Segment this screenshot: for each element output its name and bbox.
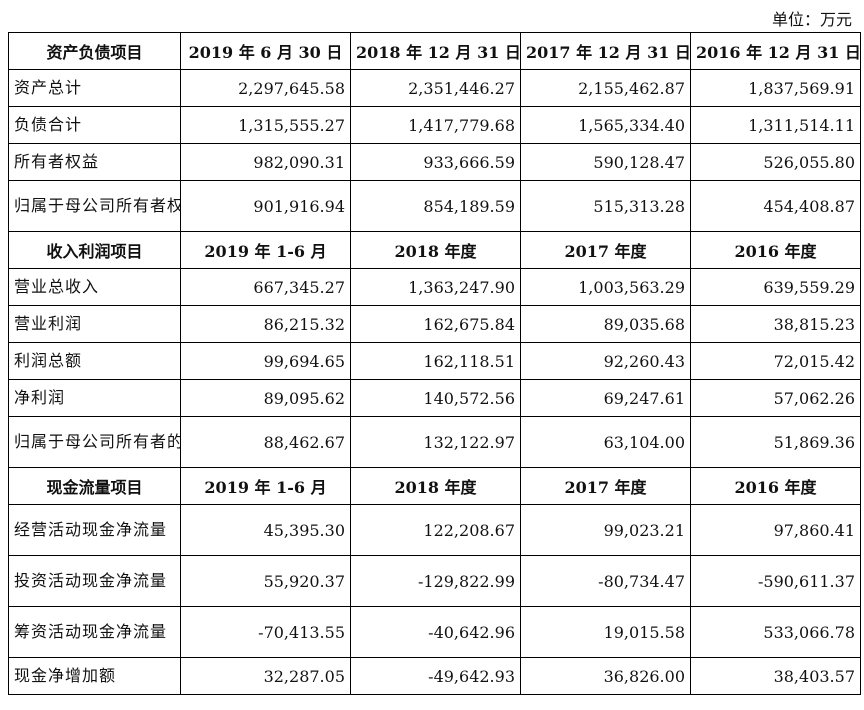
table-row: 投资活动现金净流量 55,920.37 -129,822.99 -80,734.… <box>8 555 861 607</box>
section-title: 现金流量项目 <box>8 467 181 505</box>
table-row: 资产总计 2,297,645.58 2,351,446.27 2,155,462… <box>8 69 861 107</box>
cell-value: 38,815.23 <box>690 305 861 343</box>
row-label: 利润总额 <box>8 342 181 380</box>
cell-value: 982,090.31 <box>180 143 351 181</box>
cell-value: 38,403.57 <box>690 657 861 695</box>
cell-value: 19,015.58 <box>520 606 691 658</box>
cell-value: 89,095.62 <box>180 379 351 417</box>
cell-value: 92,260.43 <box>520 342 691 380</box>
cell-value: 2,351,446.27 <box>350 69 521 107</box>
cell-value: 454,408.87 <box>690 180 861 232</box>
column-header: 2017 年度 <box>520 231 691 269</box>
cell-value: -80,734.47 <box>520 555 691 607</box>
cell-value: -590,611.37 <box>690 555 861 607</box>
row-label: 营业总收入 <box>8 268 181 306</box>
table-row: 营业总收入 667,345.27 1,363,247.90 1,003,563.… <box>8 268 861 306</box>
cell-value: -129,822.99 <box>350 555 521 607</box>
row-label: 所有者权益 <box>8 143 181 181</box>
row-label: 归属于母公司所有者的净利润 <box>8 416 181 468</box>
table-row: 营业利润 86,215.32 162,675.84 89,035.68 38,8… <box>8 305 861 343</box>
cell-value: 36,826.00 <box>520 657 691 695</box>
section-header-row: 现金流量项目 2019 年 1-6 月 2018 年度 2017 年度 2016… <box>8 467 861 505</box>
cell-value: 515,313.28 <box>520 180 691 232</box>
cell-value: 1,363,247.90 <box>350 268 521 306</box>
cell-value: 162,675.84 <box>350 305 521 343</box>
cell-value: 55,920.37 <box>180 555 351 607</box>
row-label: 净利润 <box>8 379 181 417</box>
cell-value: 639,559.29 <box>690 268 861 306</box>
cell-value: 69,247.61 <box>520 379 691 417</box>
cell-value: 140,572.56 <box>350 379 521 417</box>
cell-value: 88,462.67 <box>180 416 351 468</box>
cell-value: 1,565,334.40 <box>520 106 691 144</box>
table-row: 经营活动现金净流量 45,395.30 122,208.67 99,023.21… <box>8 504 861 556</box>
section-title: 资产负债项目 <box>8 32 181 70</box>
cell-value: 1,417,779.68 <box>350 106 521 144</box>
cell-value: 45,395.30 <box>180 504 351 556</box>
cell-value: 97,860.41 <box>690 504 861 556</box>
column-header: 2018 年度 <box>350 231 521 269</box>
row-label: 负债合计 <box>8 106 181 144</box>
table-row: 负债合计 1,315,555.27 1,417,779.68 1,565,334… <box>8 106 861 144</box>
cell-value: 99,023.21 <box>520 504 691 556</box>
cell-value: -49,642.93 <box>350 657 521 695</box>
cell-value: 667,345.27 <box>180 268 351 306</box>
table-row: 所有者权益 982,090.31 933,666.59 590,128.47 5… <box>8 143 861 181</box>
row-label: 经营活动现金净流量 <box>8 504 181 556</box>
row-label: 现金净增加额 <box>8 657 181 695</box>
cell-value: 526,055.80 <box>690 143 861 181</box>
table-row: 利润总额 99,694.65 162,118.51 92,260.43 72,0… <box>8 342 861 380</box>
cell-value: 1,003,563.29 <box>520 268 691 306</box>
cell-value: 854,189.59 <box>350 180 521 232</box>
table-row: 归属于母公司所有者的净利润 88,462.67 132,122.97 63,10… <box>8 416 861 468</box>
column-header: 2018 年度 <box>350 467 521 505</box>
cell-value: 32,287.05 <box>180 657 351 695</box>
row-label: 营业利润 <box>8 305 181 343</box>
column-header: 2017 年度 <box>520 467 691 505</box>
table-row: 筹资活动现金净流量 -70,413.55 -40,642.96 19,015.5… <box>8 606 861 658</box>
section-header-row: 资产负债项目 2019 年 6 月 30 日 2018 年 12 月 31 日 … <box>8 32 861 70</box>
cell-value: 533,066.78 <box>690 606 861 658</box>
cell-value: 89,035.68 <box>520 305 691 343</box>
cell-value: 1,837,569.91 <box>690 69 861 107</box>
row-label: 归属于母公司所有者权益合计 <box>8 180 181 232</box>
column-header: 2019 年 1-6 月 <box>180 467 351 505</box>
column-header: 2019 年 6 月 30 日 <box>180 32 351 70</box>
financial-summary-table: 资产负债项目 2019 年 6 月 30 日 2018 年 12 月 31 日 … <box>8 32 861 695</box>
section-title: 收入利润项目 <box>8 231 181 269</box>
cell-value: 63,104.00 <box>520 416 691 468</box>
table-row: 归属于母公司所有者权益合计 901,916.94 854,189.59 515,… <box>8 180 861 232</box>
column-header: 2016 年 12 月 31 日 <box>690 32 861 70</box>
row-label: 筹资活动现金净流量 <box>8 606 181 658</box>
cell-value: -40,642.96 <box>350 606 521 658</box>
cell-value: 590,128.47 <box>520 143 691 181</box>
cell-value: 2,155,462.87 <box>520 69 691 107</box>
column-header: 2016 年度 <box>690 231 861 269</box>
row-label: 投资活动现金净流量 <box>8 555 181 607</box>
cell-value: 162,118.51 <box>350 342 521 380</box>
cell-value: 72,015.42 <box>690 342 861 380</box>
unit-label: 单位：万元 <box>771 10 852 29</box>
cell-value: 51,869.36 <box>690 416 861 468</box>
row-label: 资产总计 <box>8 69 181 107</box>
column-header: 2018 年 12 月 31 日 <box>350 32 521 70</box>
cell-value: 99,694.65 <box>180 342 351 380</box>
cell-value: 122,208.67 <box>350 504 521 556</box>
cell-value: 901,916.94 <box>180 180 351 232</box>
column-header: 2016 年度 <box>690 467 861 505</box>
cell-value: 2,297,645.58 <box>180 69 351 107</box>
table-row: 现金净增加额 32,287.05 -49,642.93 36,826.00 38… <box>8 657 861 695</box>
column-header: 2017 年 12 月 31 日 <box>520 32 691 70</box>
section-header-row: 收入利润项目 2019 年 1-6 月 2018 年度 2017 年度 2016… <box>8 231 861 269</box>
column-header: 2019 年 1-6 月 <box>180 231 351 269</box>
cell-value: 1,311,514.11 <box>690 106 861 144</box>
cell-value: 57,062.26 <box>690 379 861 417</box>
cell-value: 933,666.59 <box>350 143 521 181</box>
table-row: 净利润 89,095.62 140,572.56 69,247.61 57,06… <box>8 379 861 417</box>
cell-value: 132,122.97 <box>350 416 521 468</box>
cell-value: 86,215.32 <box>180 305 351 343</box>
cell-value: -70,413.55 <box>180 606 351 658</box>
cell-value: 1,315,555.27 <box>180 106 351 144</box>
